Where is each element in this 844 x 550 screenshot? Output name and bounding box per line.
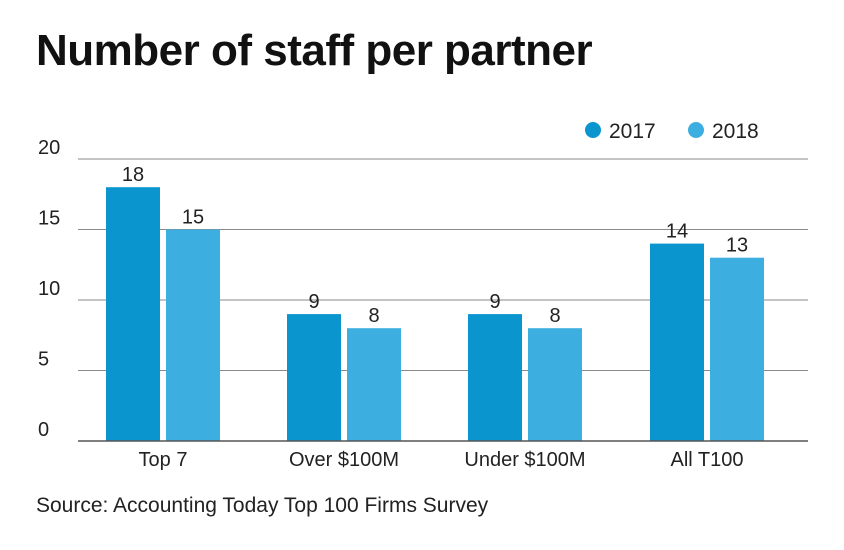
data-label-2018-3: 13 [726, 235, 748, 257]
data-label-2018-0: 15 [182, 207, 204, 229]
data-label-2017-2: 9 [489, 291, 500, 313]
y-tick-label: 20 [38, 137, 60, 159]
y-tick-label: 0 [38, 419, 49, 441]
bar-2017-3 [650, 243, 704, 441]
legend-label-2018: 2018 [712, 120, 759, 143]
category-label-1: Over $100M [289, 449, 399, 471]
data-label-2017-1: 9 [308, 291, 319, 313]
bar-2017-1 [287, 314, 341, 441]
bar-2018-0 [166, 229, 220, 441]
bar-2017-0 [106, 187, 160, 441]
source-note: Source: Accounting Today Top 100 Firms S… [36, 494, 489, 517]
bar-2018-1 [347, 328, 401, 441]
bar-2018-2 [528, 328, 582, 441]
data-label-2018-2: 8 [549, 305, 560, 327]
bar-2017-2 [468, 314, 522, 441]
y-tick-label: 5 [38, 349, 49, 371]
bar-2018-3 [710, 257, 764, 441]
legend-swatch-2017 [585, 122, 601, 138]
data-label-2017-0: 18 [122, 164, 144, 186]
y-tick-label: 15 [38, 208, 60, 230]
category-label-3: All T100 [670, 449, 743, 471]
legend-swatch-2018 [688, 122, 704, 138]
bar-chart: 0 5 10 15 20 18 15 9 8 9 8 14 13 Top 7 Over $100M Und… [38, 120, 808, 471]
y-tick-label: 10 [38, 278, 60, 300]
x-axis-categories: Top 7 Over $100M Under $100M All T100 [139, 449, 744, 471]
data-label-2017-3: 14 [666, 221, 688, 243]
legend-label-2017: 2017 [609, 120, 656, 143]
category-label-0: Top 7 [139, 449, 188, 471]
data-labels: 18 15 9 8 9 8 14 13 [122, 164, 748, 327]
bars [106, 187, 764, 441]
chart-title: Number of staff per partner [36, 26, 593, 75]
legend: 2017 2018 [585, 120, 759, 143]
data-label-2018-1: 8 [368, 305, 379, 327]
y-axis-ticks: 0 5 10 15 20 [38, 137, 60, 441]
category-label-2: Under $100M [464, 449, 585, 471]
